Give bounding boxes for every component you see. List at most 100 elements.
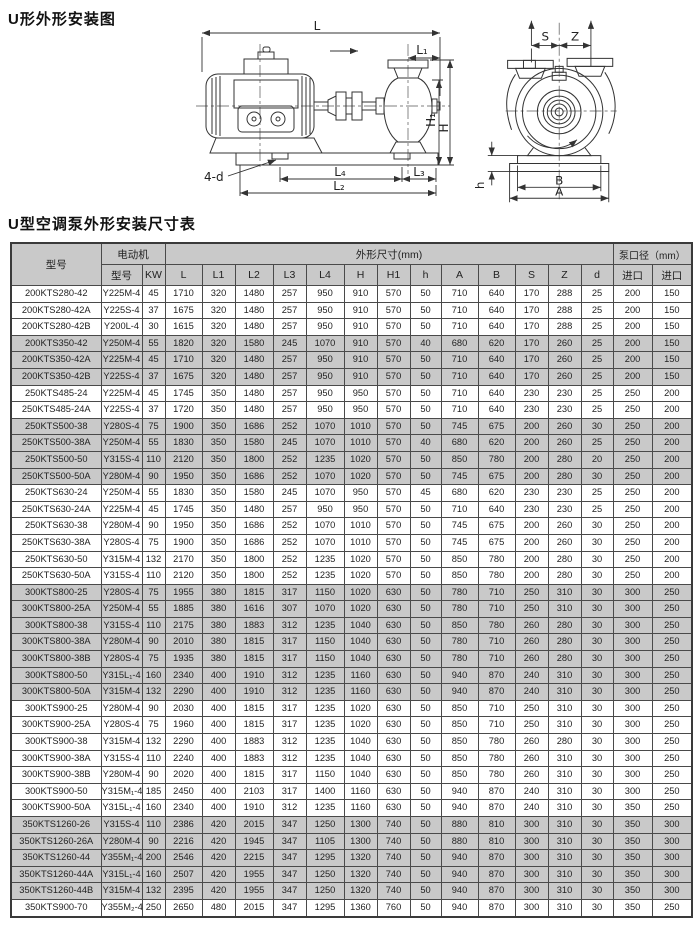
value-cell: 910: [343, 334, 378, 353]
value-cell: 940: [440, 683, 479, 701]
value-cell: 200: [612, 318, 653, 336]
value-cell: 257: [272, 301, 307, 320]
table-row: 300KTS800-50A Y315M-4 132 2290 400 1910 312 123…: [10, 683, 693, 701]
value-cell: 312: [272, 733, 307, 751]
value-cell: 940: [440, 849, 479, 867]
table-row: 200KTS280-42A Y225S-4 37 1675 320 1480 257 950 9…: [10, 301, 693, 320]
value-cell: 170: [514, 285, 549, 303]
value-cell: 1070: [305, 600, 345, 618]
value-cell: 710: [477, 583, 516, 602]
value-cell: 250: [651, 898, 693, 918]
table-row: 300KTS900-50A Y315L₁-4 160 2340 400 1910 312 12…: [10, 799, 693, 817]
model-cell: 250KTS630-38: [10, 517, 102, 535]
value-cell: 170: [514, 351, 549, 369]
value-cell: 1150: [305, 766, 345, 784]
value-cell: 780: [440, 633, 479, 652]
value-cell: 570: [376, 401, 411, 419]
value-cell: 250: [651, 766, 693, 784]
value-cell: 1675: [164, 301, 203, 320]
value-cell: 25: [580, 434, 614, 452]
value-cell: 350: [201, 417, 236, 436]
value-cell: 570: [376, 318, 411, 336]
value-cell: 780: [477, 616, 516, 635]
value-cell: 630: [376, 683, 411, 701]
value-cell: 260: [547, 334, 582, 353]
value-cell: 710: [477, 699, 516, 718]
pump-side-view-diagram-icon: L L₁ H₁ H L₄ L₃ L₂ 4-d: [182, 20, 460, 197]
value-cell: 280: [547, 650, 582, 668]
value-cell: 50: [409, 882, 442, 900]
value-cell: 400: [201, 782, 236, 801]
value-cell: 1235: [305, 616, 345, 635]
value-cell: 620: [477, 484, 516, 502]
model-cell: 250KTS630-38A: [10, 533, 102, 552]
value-cell: 170: [514, 334, 549, 353]
table-row: 300KTS900-38A Y315S-4 110 2240 400 1883 312 123…: [10, 749, 693, 768]
value-cell: 252: [272, 517, 307, 535]
value-cell: Y280M-4: [100, 467, 143, 486]
value-cell: 710: [440, 301, 479, 320]
value-cell: 300: [612, 633, 653, 652]
model-cell: 350KTS1260-26A: [10, 832, 102, 851]
value-cell: 200: [651, 484, 693, 502]
value-cell: 675: [477, 517, 516, 535]
value-cell: 200: [612, 334, 653, 353]
value-cell: 1235: [305, 716, 345, 735]
value-cell: 250: [514, 716, 549, 735]
value-cell: 260: [514, 733, 549, 751]
value-cell: 2015: [234, 816, 274, 834]
model-cell: 250KTS630-50A: [10, 567, 102, 585]
value-cell: 1580: [234, 484, 274, 502]
value-cell: 250: [612, 384, 653, 403]
table-row: 200KTS280-42 Y225M-4 45 1710 320 1480 257 950 91…: [10, 285, 693, 303]
value-cell: 55: [141, 600, 166, 618]
value-cell: 710: [477, 633, 516, 652]
value-cell: 132: [141, 733, 166, 751]
value-cell: 710: [440, 384, 479, 403]
value-cell: 250: [612, 533, 653, 552]
value-cell: 90: [141, 832, 166, 851]
diagram-title: U形外形安装图: [8, 11, 116, 28]
value-cell: 1250: [305, 882, 345, 900]
value-cell: 30: [580, 782, 614, 801]
value-cell: 740: [376, 816, 411, 834]
value-cell: 50: [409, 799, 442, 817]
value-cell: 710: [440, 401, 479, 419]
table-row: 200KTS350-42 Y250M-4 55 1820 320 1580 245 1070 9…: [10, 334, 693, 353]
value-cell: 250: [651, 733, 693, 751]
value-cell: 1010: [343, 533, 378, 552]
value-cell: 310: [547, 666, 582, 685]
value-cell: 850: [440, 616, 479, 635]
value-cell: 1616: [234, 600, 274, 618]
value-cell: 850: [440, 733, 479, 751]
value-cell: 347: [272, 865, 307, 884]
value-cell: 680: [440, 434, 479, 452]
value-cell: 850: [440, 716, 479, 735]
value-cell: 950: [305, 401, 345, 419]
value-cell: 1480: [234, 301, 274, 320]
value-cell: 50: [409, 633, 442, 652]
value-cell: Y280S-4: [100, 583, 143, 602]
header-dim-L4: L4: [305, 264, 345, 286]
table-row: 350KTS1260-44B Y315M-4 132 2395 420 1955 347 12…: [10, 882, 693, 900]
value-cell: 200: [651, 467, 693, 486]
header-row-columns: 型号 KW L L1 L2 L3 L4 H H1 h A B S Z d 进口 …: [11, 264, 693, 286]
value-cell: 150: [651, 351, 693, 369]
value-cell: 310: [547, 898, 582, 918]
value-cell: 260: [547, 351, 582, 369]
value-cell: 1480: [234, 500, 274, 519]
value-cell: 30: [141, 318, 166, 336]
value-cell: 185: [141, 782, 166, 801]
value-cell: 1040: [343, 633, 378, 652]
value-cell: 1910: [234, 799, 274, 817]
value-cell: 400: [201, 716, 236, 735]
value-cell: 420: [201, 882, 236, 900]
dim-label-B: B: [555, 173, 563, 187]
value-cell: 1320: [343, 849, 378, 867]
value-cell: 200: [612, 351, 653, 369]
value-cell: 710: [440, 500, 479, 519]
model-cell: 200KTS350-42B: [10, 367, 102, 386]
value-cell: Y200L-4: [100, 318, 143, 336]
value-cell: 50: [409, 517, 442, 535]
value-cell: 25: [580, 318, 614, 336]
